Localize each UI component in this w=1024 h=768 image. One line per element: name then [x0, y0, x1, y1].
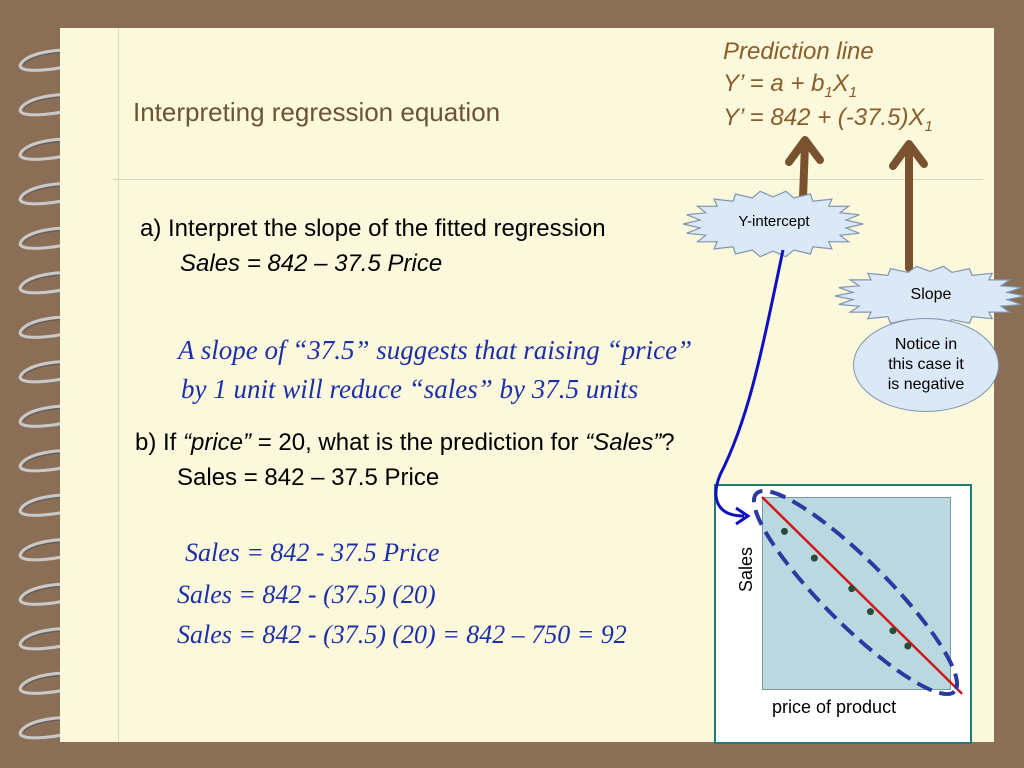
part-a-answer-line-2: by 1 unit will reduce “sales” by 37.5 un…: [181, 374, 639, 404]
intercept-callout-label: Y-intercept: [738, 213, 810, 230]
x-axis-label: price of product: [772, 697, 897, 717]
scatter-point: [848, 585, 856, 593]
scatter-marks: [751, 488, 963, 697]
scatter-point: [889, 627, 897, 635]
scatter-point: [866, 608, 874, 616]
margin-line: [118, 28, 119, 742]
calc-line-1: Sales = 842 - 37.5 Price: [185, 538, 440, 567]
scatter-point: [904, 642, 912, 650]
intercept-connector-arrow: [714, 249, 785, 518]
slide-title: Interpreting regression equation: [133, 97, 501, 127]
notice-line-3: is negative: [887, 376, 965, 393]
prediction-specific-formula: Y’ = 842 + (-37.5)X1: [723, 104, 933, 135]
part-a-question: a) Interpret the slope of the fitted reg…: [140, 215, 606, 242]
title-divider: [113, 179, 983, 180]
slope-callout-label: Slope: [910, 286, 952, 303]
part-a-answer-line-1: A slope of “37.5” suggests that raising …: [178, 335, 693, 365]
slope-burst: [834, 265, 1024, 327]
regression-line: [761, 496, 963, 695]
calc-line-2: Sales = 842 - (37.5) (20): [177, 580, 436, 609]
intercept-arrow-head: [785, 136, 824, 166]
prediction-heading: Prediction line: [723, 38, 874, 65]
data-spread-ellipse: [751, 488, 960, 697]
calc-line-3: Sales = 842 - (37.5) (20) = 842 – 750 = …: [177, 620, 627, 649]
part-b-equation: Sales = 842 – 37.5 Price: [177, 464, 440, 491]
intercept-burst: [682, 190, 864, 258]
intercept-connector-head: [735, 506, 751, 526]
slope-arrow-head: [889, 140, 928, 170]
scatter-point: [780, 527, 788, 535]
notice-line-1: Notice in: [894, 336, 958, 353]
prediction-arrows: [785, 136, 928, 272]
scatter-point: [810, 554, 818, 562]
notice-bubble: Notice in this case it is negative: [853, 318, 999, 412]
part-a-equation: Sales = 842 – 37.5 Price: [180, 250, 443, 277]
notice-line-2: this case it: [888, 356, 964, 373]
part-b-question: b) If “price” = 20, what is the predicti…: [135, 429, 675, 456]
prediction-general-formula: Y’ = a + b1X1: [723, 70, 858, 101]
intercept-arrow-shaft: [799, 140, 809, 202]
